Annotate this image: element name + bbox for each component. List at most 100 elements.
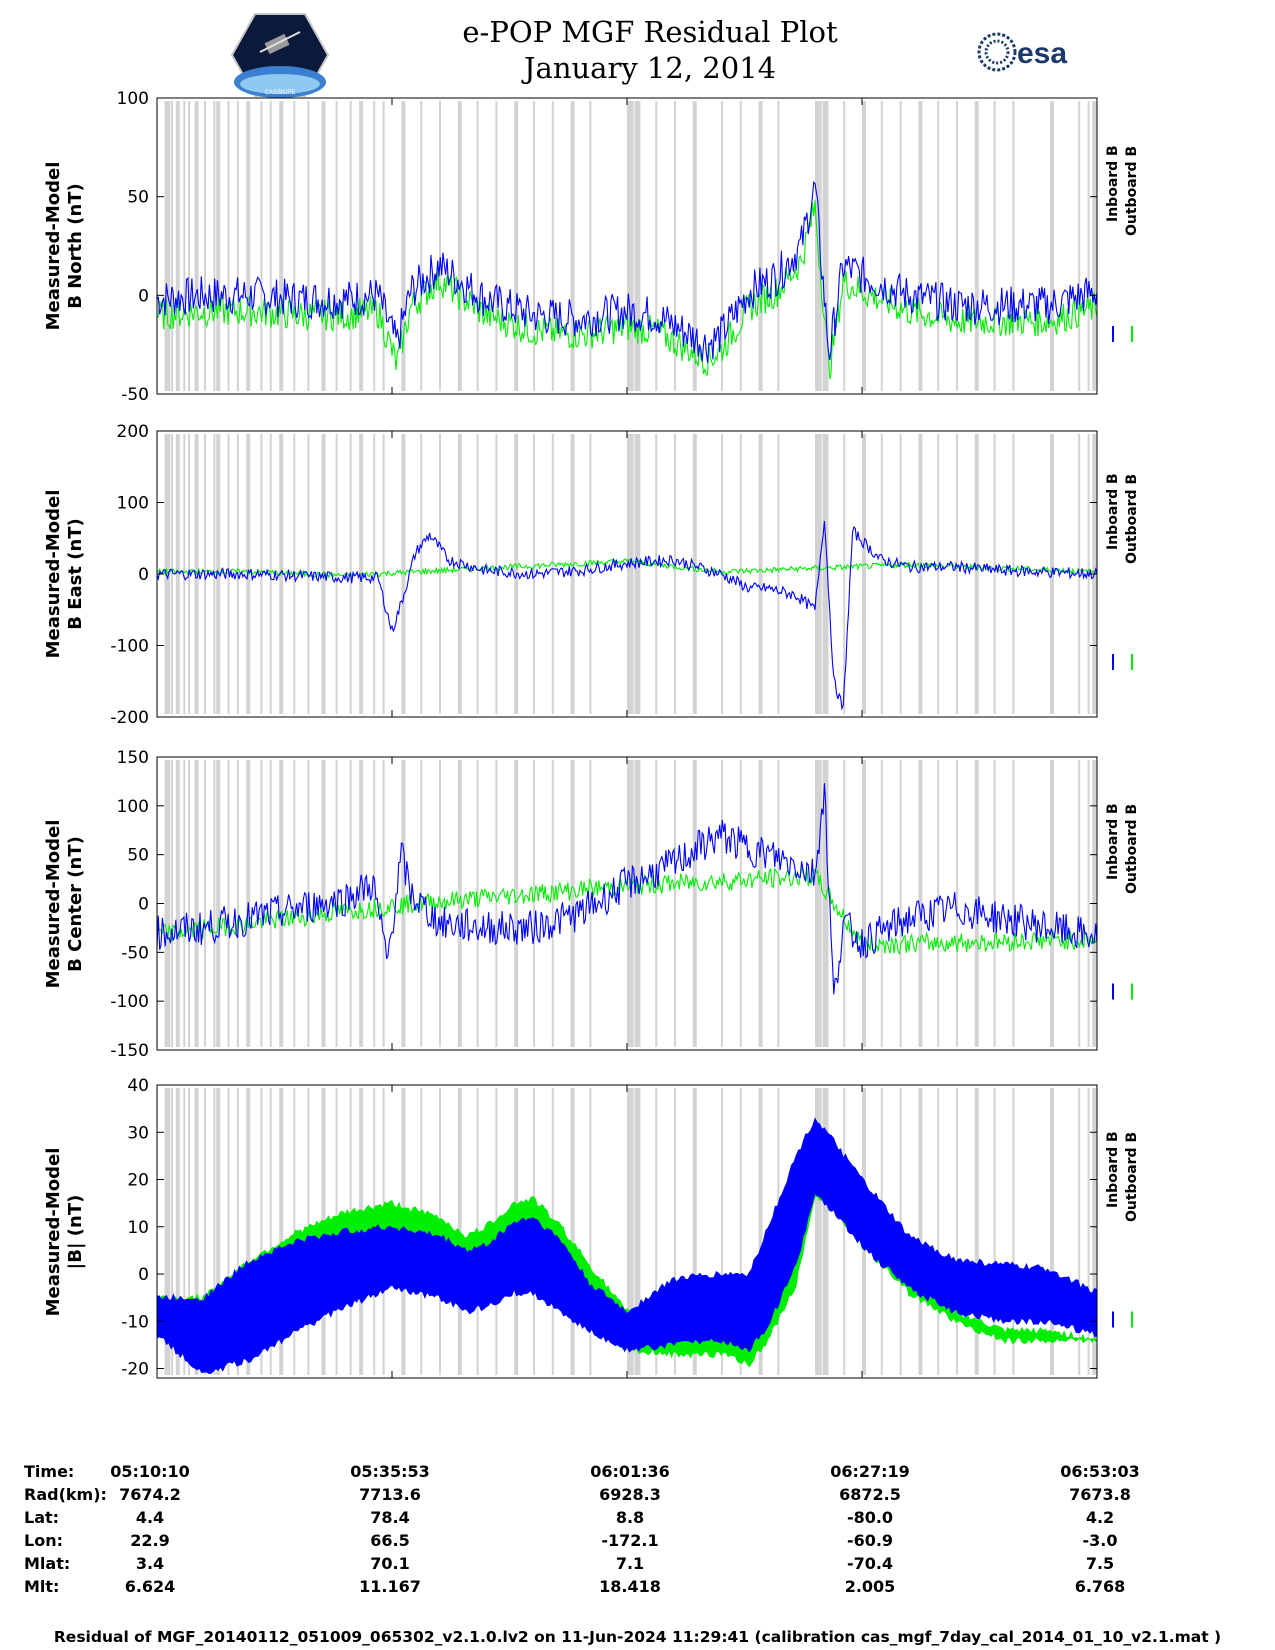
data-gap-bar <box>655 434 658 714</box>
data-gap-bar <box>815 101 817 391</box>
data-gap-bar <box>628 101 633 391</box>
data-gap-bar <box>899 760 902 1047</box>
y-tick-label: 0 <box>138 286 149 306</box>
data-gap-bar <box>880 101 883 391</box>
data-gap-bar <box>674 1088 676 1375</box>
data-gap-bar <box>293 101 296 391</box>
chart-date: January 12, 2014 <box>523 51 777 85</box>
data-gap-bar <box>260 1088 263 1375</box>
ephemeris-cell: 4.2 <box>1085 1508 1115 1527</box>
panel-2: -200 -100 0 100 200 <box>110 422 1133 728</box>
residual-plots: -50050100-200-1000100200-150-100-5005010… <box>110 89 1133 1380</box>
data-gap-bar <box>168 1088 171 1375</box>
data-gap-bar <box>1092 1088 1097 1375</box>
data-gap-bar <box>692 1088 697 1375</box>
chart-title-block: e-POP MGF Residual Plot January 12, 2014 <box>380 14 920 86</box>
y-axis-label-line1: Measured-Model <box>43 1147 64 1316</box>
footer-caption: Residual of MGF_20140112_051009_065302_v… <box>53 1628 1222 1646</box>
data-gap-bar <box>476 434 479 714</box>
data-gap-bar <box>164 101 169 391</box>
data-gap-bar <box>739 760 742 1047</box>
y-tick-label: 0 <box>138 895 149 915</box>
data-gap-bar <box>279 760 284 1047</box>
y-tick-label: 50 <box>127 188 149 208</box>
data-gap-bar <box>692 101 697 391</box>
data-gap-bar <box>815 760 817 1047</box>
data-gap-bar <box>495 434 498 714</box>
data-gap-bar <box>627 1088 629 1375</box>
y-axis-label-line1: Measured-Model <box>43 489 64 659</box>
y-tick-label: -10 <box>121 1312 149 1332</box>
data-gap-bar <box>307 434 310 714</box>
data-gap-bar <box>236 1088 239 1375</box>
data-gap-bar <box>993 1088 996 1375</box>
data-gap-bar <box>634 101 637 391</box>
data-gap-bar <box>1050 101 1054 391</box>
ephemeris-row-label: Mlt: <box>24 1577 60 1596</box>
data-gap-bar <box>692 434 697 714</box>
data-gap-bar <box>918 1088 923 1375</box>
ephemeris-cell: 7.5 <box>1085 1554 1115 1573</box>
data-gap-bar <box>260 434 263 714</box>
data-gap-bar <box>918 101 923 391</box>
data-gap-bar <box>826 760 829 1047</box>
ephemeris-cell: 66.5 <box>370 1531 410 1550</box>
data-gap-bar <box>880 434 883 714</box>
data-gap-bar <box>843 1088 846 1375</box>
data-gap-bar <box>227 1088 230 1375</box>
data-gap-bar <box>216 101 221 391</box>
data-gap-bar <box>627 101 629 391</box>
data-gap-bar <box>721 1088 723 1375</box>
y-tick-label: -50 <box>121 385 149 405</box>
data-gap-bar <box>993 101 996 391</box>
y-tick-label: 10 <box>127 1218 149 1238</box>
data-gap-bar <box>862 101 866 391</box>
ephemeris-cell: 7673.8 <box>1069 1485 1131 1504</box>
y-tick-label: 50 <box>127 846 149 866</box>
data-gap-bar <box>843 760 846 1047</box>
series-outboard-b <box>156 867 1098 955</box>
ephemeris-table: Time: Rad(km): Lat: Lon: Mlat: Mlt: 05:10:10 76… <box>0 1458 1275 1628</box>
ephemeris-cell: 06:27:19 <box>830 1462 910 1481</box>
data-gap-bar <box>758 101 763 391</box>
data-gap-bar <box>175 434 180 714</box>
data-gap-bar <box>359 760 364 1047</box>
data-gap-bar <box>822 434 825 714</box>
data-gap-bar <box>628 434 633 714</box>
data-gap-bar <box>674 101 676 391</box>
data-gap-bar <box>822 101 825 391</box>
data-gap-bar <box>401 101 406 391</box>
data-gap-bar <box>279 101 284 391</box>
data-gap-bar <box>495 760 498 1047</box>
legend-label-inboard-b: Inboard B <box>1105 802 1121 880</box>
y-tick-label: -20 <box>121 1360 149 1380</box>
y-axis-label: Measured-Model B Center (nT) <box>43 754 87 1054</box>
ephemeris-cell: 06:53:03 <box>1060 1462 1140 1481</box>
data-gap-bar <box>816 760 821 1047</box>
ephemeris-cell: 6872.5 <box>839 1485 901 1504</box>
data-gap-bar <box>439 760 441 1047</box>
data-gap-bar <box>822 760 825 1047</box>
y-axis-label-line1: Measured-Model <box>43 161 64 331</box>
data-gap-bar <box>175 101 180 391</box>
data-gap-bar <box>514 760 519 1047</box>
ephemeris-cell: -80.0 <box>846 1508 894 1527</box>
data-gap-bar <box>974 434 979 714</box>
data-gap-bar <box>819 1088 822 1375</box>
data-gap-bar <box>1050 760 1054 1047</box>
ephemeris-row-label: Rad(km): <box>24 1485 107 1504</box>
data-gap-bar <box>457 434 462 714</box>
y-tick-label: 30 <box>127 1123 149 1143</box>
data-gap-bar <box>993 434 996 714</box>
data-gap-bar <box>918 760 923 1047</box>
data-gap-bar <box>843 101 846 391</box>
panel-3: -150 -100 -50 0 50 100 150 <box>110 748 1133 1061</box>
ephemeris-row-label: Time: <box>24 1462 75 1481</box>
data-gap-bar <box>636 1088 641 1375</box>
data-gap-bar <box>1012 101 1015 391</box>
ephemeris-cell: 22.9 <box>130 1531 170 1550</box>
data-gap-bar <box>514 101 519 391</box>
y-tick-label: 150 <box>117 748 149 768</box>
y-tick-label: 100 <box>117 797 149 817</box>
data-gap-bar <box>194 101 199 391</box>
